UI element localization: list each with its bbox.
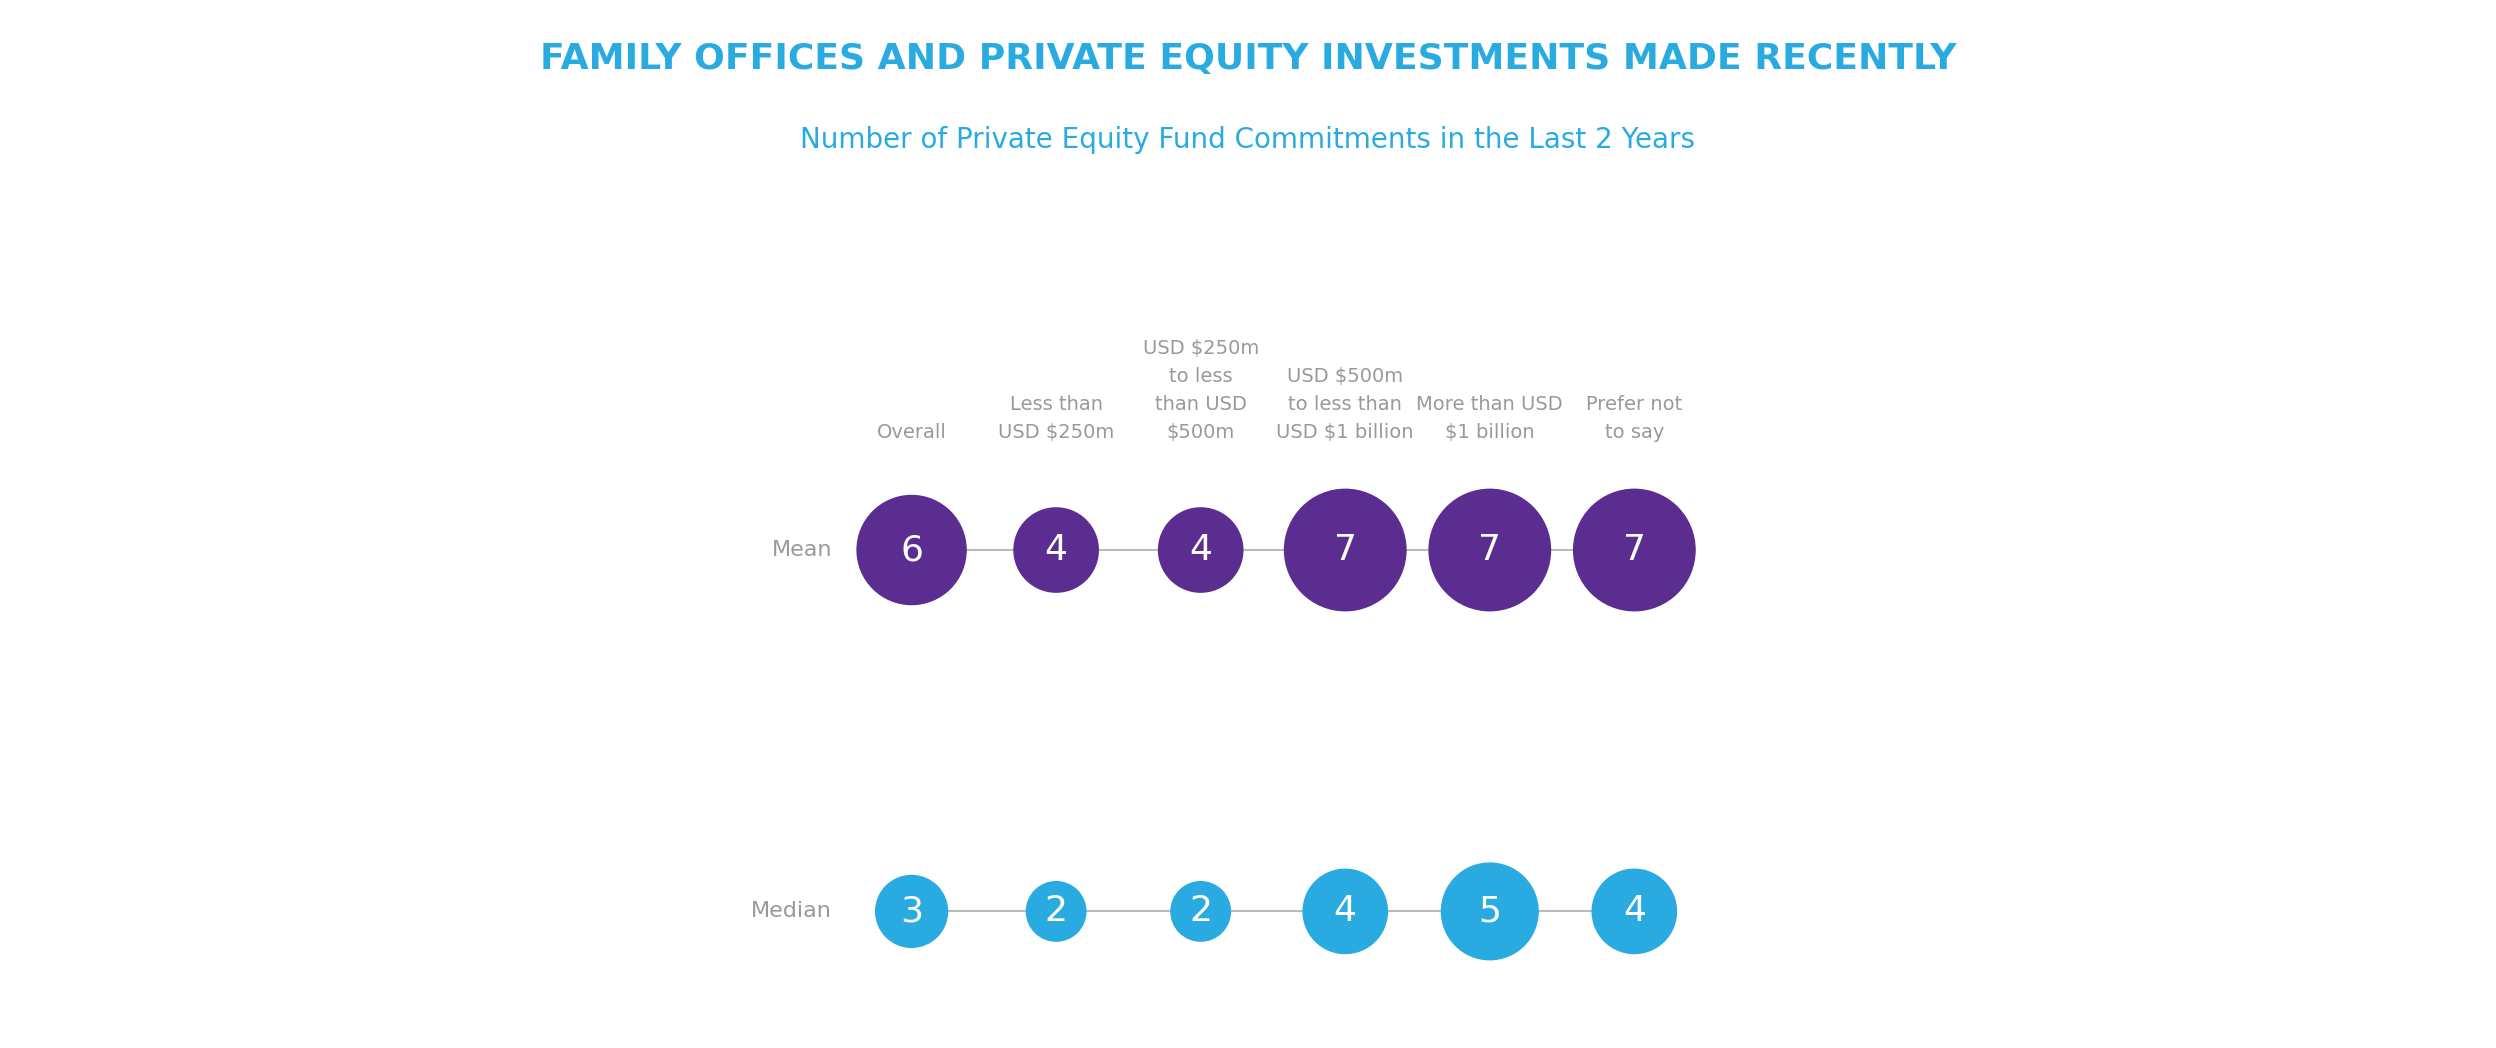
Text: USD $500m
to less than
USD $1 billion: USD $500m to less than USD $1 billion xyxy=(1275,367,1415,441)
Text: Mean: Mean xyxy=(771,540,831,560)
Circle shape xyxy=(1443,864,1538,960)
Text: 4: 4 xyxy=(1188,533,1213,567)
Text: Less than
USD $250m: Less than USD $250m xyxy=(998,395,1113,441)
Circle shape xyxy=(1026,881,1086,941)
Circle shape xyxy=(856,496,966,605)
Text: More than USD
$1 billion: More than USD $1 billion xyxy=(1415,395,1562,441)
Circle shape xyxy=(1158,508,1243,592)
Text: 4: 4 xyxy=(1046,533,1068,567)
Text: 7: 7 xyxy=(1333,533,1358,567)
Text: Overall: Overall xyxy=(876,422,946,441)
Circle shape xyxy=(1430,489,1550,611)
Circle shape xyxy=(1013,508,1098,592)
Text: 7: 7 xyxy=(1622,533,1645,567)
Text: 3: 3 xyxy=(901,894,924,929)
Circle shape xyxy=(1592,869,1677,954)
Circle shape xyxy=(1572,489,1695,611)
Circle shape xyxy=(1303,869,1388,954)
Text: 6: 6 xyxy=(901,533,924,567)
Text: FAMILY OFFICES AND PRIVATE EQUITY INVESTMENTS MADE RECENTLY: FAMILY OFFICES AND PRIVATE EQUITY INVEST… xyxy=(539,42,1957,75)
Text: 5: 5 xyxy=(1478,894,1500,929)
Circle shape xyxy=(1285,489,1405,611)
Text: Number of Private Equity Fund Commitments in the Last 2 Years: Number of Private Equity Fund Commitment… xyxy=(801,126,1695,154)
Text: 2: 2 xyxy=(1046,894,1068,929)
Text: Median: Median xyxy=(751,901,831,921)
Text: 4: 4 xyxy=(1333,894,1358,929)
Text: 4: 4 xyxy=(1622,894,1645,929)
Text: 2: 2 xyxy=(1188,894,1213,929)
Text: Prefer not
to say: Prefer not to say xyxy=(1587,395,1682,441)
Circle shape xyxy=(876,875,948,947)
Text: 7: 7 xyxy=(1478,533,1500,567)
Text: USD $250m
to less
than USD
$500m: USD $250m to less than USD $500m xyxy=(1143,339,1258,441)
Circle shape xyxy=(1171,881,1231,941)
